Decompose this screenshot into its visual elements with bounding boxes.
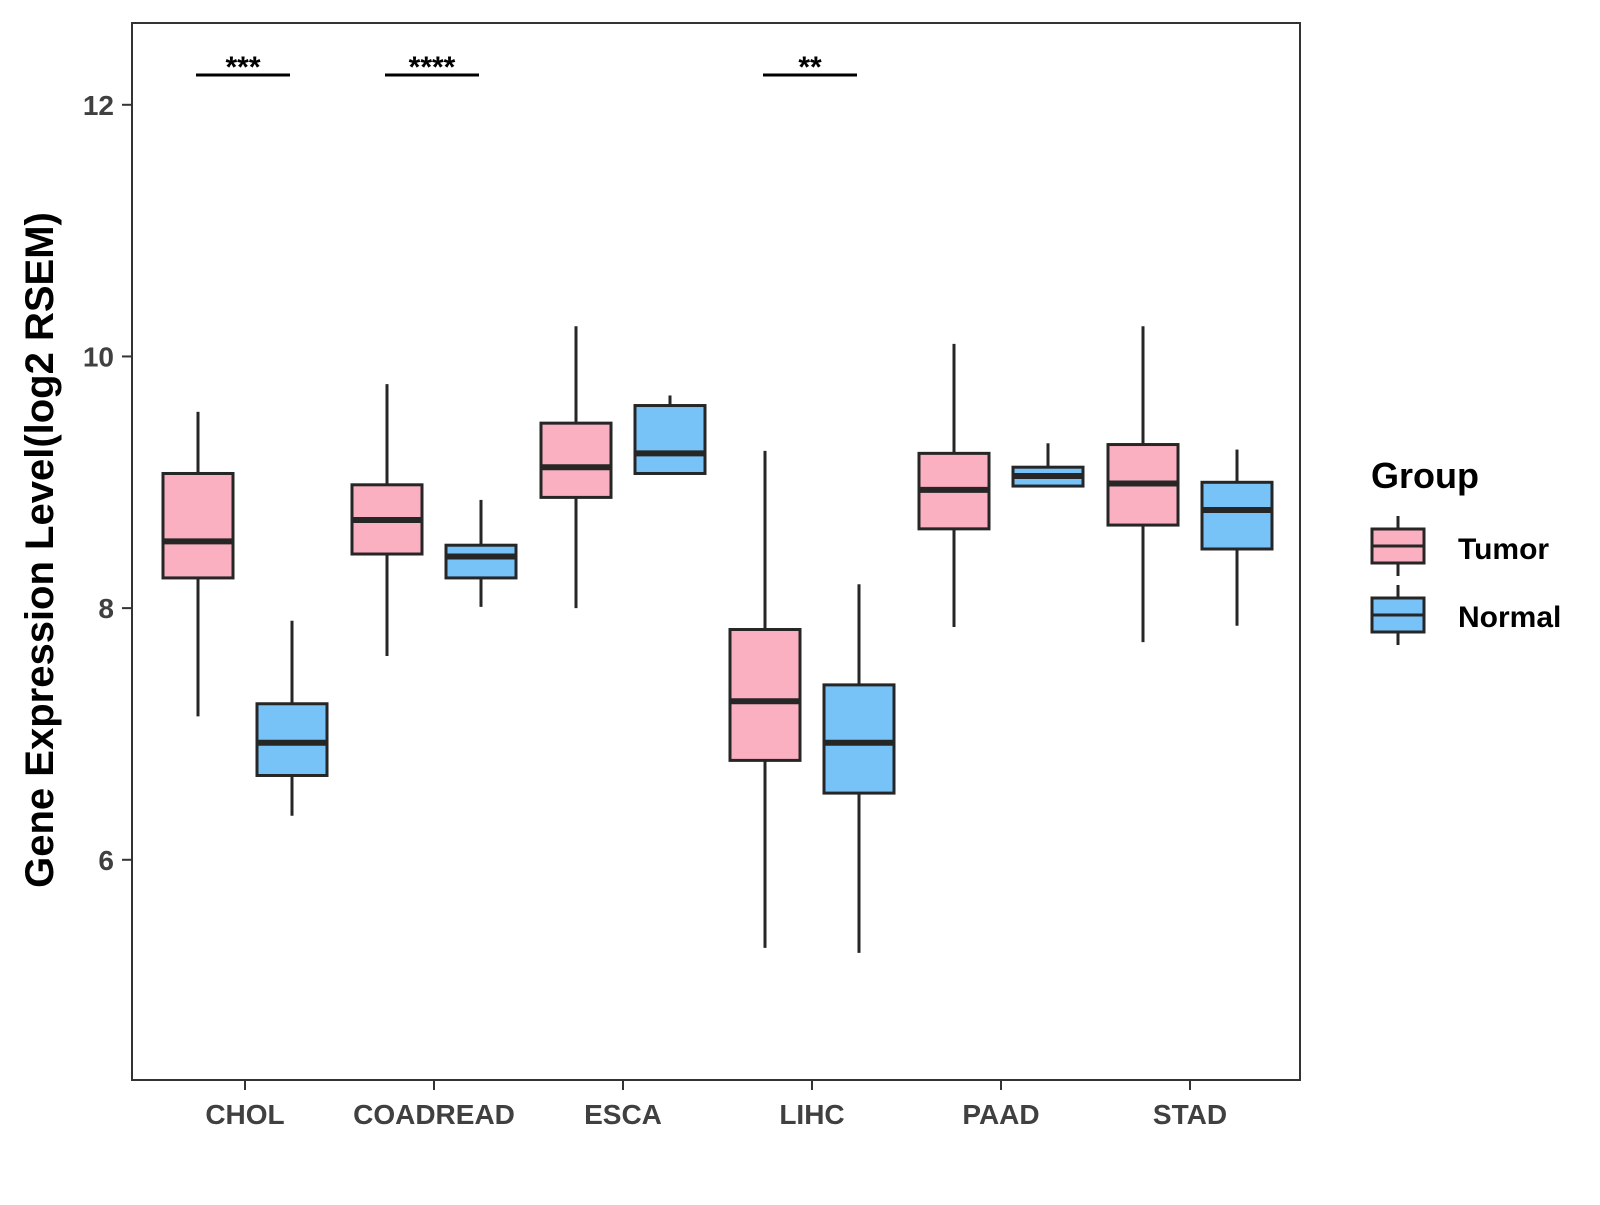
plot-panel (131, 22, 1301, 1081)
y-axis-title: Gene Expression Level(log2 RSEM) (18, 212, 62, 888)
x-tick-label: LIHC (779, 1099, 844, 1130)
box-tumor-stad (1106, 326, 1180, 643)
box-iqr (822, 683, 896, 795)
y-tick-label: 12 (83, 90, 114, 121)
box-iqr (539, 421, 613, 499)
x-tick-label: COADREAD (353, 1099, 515, 1130)
significance-label: **** (409, 51, 456, 84)
box-normal-paad (1011, 443, 1085, 488)
legend-label-tumor: Tumor (1458, 533, 1549, 566)
significance-label: ** (798, 51, 822, 84)
box-normal-esca (633, 395, 707, 475)
significance-annotations: *** **** ** (196, 51, 857, 84)
x-tick-label: CHOL (205, 1099, 284, 1130)
box-iqr (444, 543, 518, 580)
box-normal-stad (1200, 449, 1274, 626)
box-tumor-coadread (350, 384, 424, 656)
significance-label: *** (225, 51, 260, 84)
box-tumor-chol (161, 411, 235, 717)
box-normal-lihc (822, 584, 896, 953)
box-iqr (633, 404, 707, 475)
legend-key-normal (1370, 585, 1426, 645)
legend-key-tumor (1370, 516, 1426, 576)
box-tumor-lihc (728, 450, 802, 948)
x-tick-label: ESCA (584, 1099, 662, 1130)
boxes (161, 326, 1274, 953)
box-iqr (161, 471, 235, 580)
plot-panel-border (131, 22, 1301, 1081)
legend-title: Group (1371, 455, 1479, 496)
y-tick-label: 8 (98, 593, 114, 624)
box-normal-chol (255, 620, 329, 816)
x-tick-label: STAD (1153, 1099, 1227, 1130)
x-tick-label: PAAD (962, 1099, 1039, 1130)
y-tick-label: 6 (98, 845, 114, 876)
box-tumor-esca (539, 326, 613, 609)
legend: Group Tumor Normal (1370, 455, 1561, 645)
box-iqr (728, 628, 802, 762)
box-tumor-paad (917, 343, 991, 627)
axes: 6 8 10 12 CHOL COADREAD ESCA LIHC PAAD STAD (83, 90, 1227, 1130)
y-tick-label: 10 (83, 341, 114, 372)
box-iqr (255, 702, 329, 777)
legend-label-normal: Normal (1458, 601, 1561, 634)
box-normal-coadread (444, 499, 518, 607)
box-iqr (1200, 480, 1274, 551)
